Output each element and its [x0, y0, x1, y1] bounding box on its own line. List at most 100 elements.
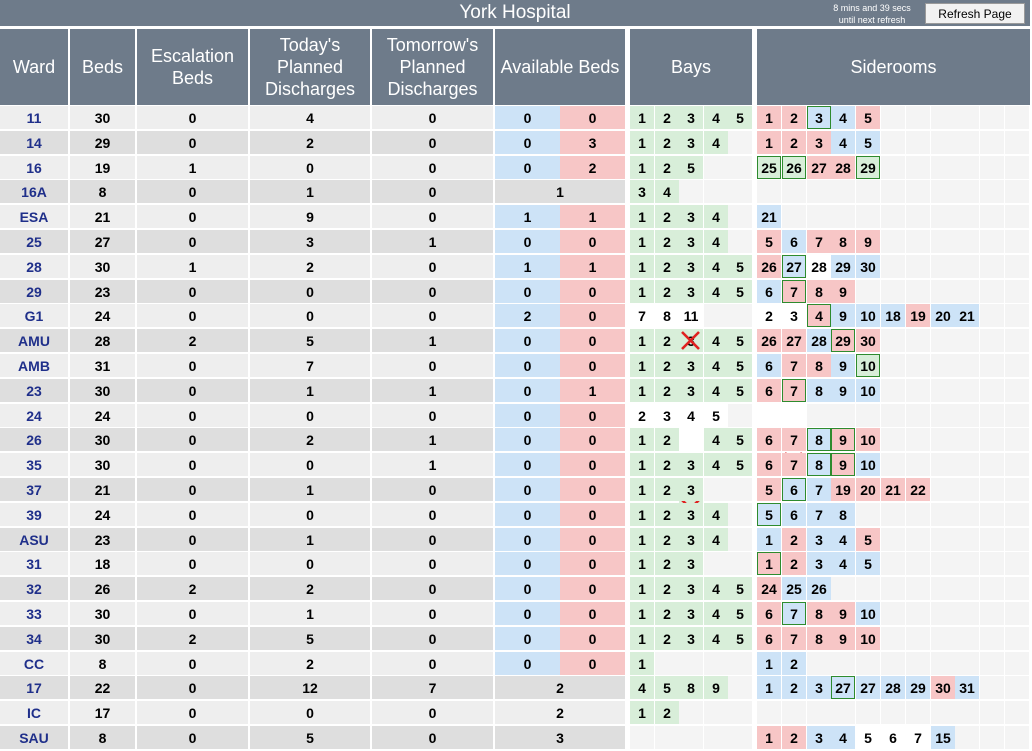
ward-cell[interactable]: ASU	[0, 528, 68, 551]
bay-slot[interactable]: 5	[728, 453, 752, 476]
ward-cell[interactable]: 25	[0, 230, 68, 253]
bay-slot[interactable]: 1	[630, 627, 654, 650]
sideroom-slot[interactable]: 8	[831, 503, 855, 526]
ward-cell[interactable]: 39	[0, 503, 68, 526]
bay-slot[interactable]: 4	[704, 329, 728, 352]
sideroom-slot[interactable]: 10	[856, 627, 880, 650]
bay-slot[interactable]: 5	[728, 428, 752, 451]
sideroom-slot[interactable]: 5	[856, 528, 880, 551]
bay-slot[interactable]: 2	[655, 503, 679, 526]
bay-slot[interactable]: 1	[630, 428, 654, 451]
sideroom-slot[interactable]: 7	[782, 428, 806, 451]
sideroom-slot[interactable]: 8	[807, 354, 831, 377]
sideroom-slot[interactable]: 1	[757, 528, 781, 551]
sideroom-slot[interactable]: 7	[782, 280, 806, 303]
bay-slot[interactable]: 1	[630, 354, 654, 377]
sideroom-slot[interactable]: 3	[807, 131, 831, 154]
bay-slot[interactable]: 1	[630, 602, 654, 625]
sideroom-slot[interactable]: 7	[906, 726, 930, 749]
sideroom-slot[interactable]: 2	[782, 726, 806, 749]
sideroom-slot[interactable]: 25	[782, 577, 806, 600]
bay-slot[interactable]: 3	[679, 602, 703, 625]
sideroom-slot[interactable]: 5	[856, 131, 880, 154]
sideroom-slot[interactable]: 9	[831, 304, 855, 327]
bay-slot[interactable]: 1	[630, 701, 654, 724]
bay-slot[interactable]: 2	[655, 428, 679, 451]
sideroom-slot[interactable]: 4	[831, 726, 855, 749]
bay-slot[interactable]: 1	[630, 528, 654, 551]
sideroom-slot[interactable]: 28	[831, 156, 855, 179]
sideroom-slot[interactable]: 26	[807, 577, 831, 600]
sideroom-slot[interactable]: 9	[831, 453, 855, 476]
refresh-page-button[interactable]: Refresh Page	[925, 3, 1025, 24]
sideroom-slot[interactable]: 4	[807, 304, 831, 327]
sideroom-slot[interactable]: 3	[807, 676, 831, 699]
sideroom-slot[interactable]: 10	[856, 602, 880, 625]
bay-slot[interactable]: 5	[728, 577, 752, 600]
bay-slot[interactable]: 3	[679, 354, 703, 377]
bay-slot[interactable]: 2	[655, 602, 679, 625]
sideroom-slot[interactable]: 6	[757, 627, 781, 650]
sideroom-slot[interactable]: 27	[856, 676, 880, 699]
sideroom-slot[interactable]: 6	[782, 503, 806, 526]
sideroom-slot[interactable]: 22	[906, 478, 930, 501]
bay-slot[interactable]: 3	[679, 478, 703, 501]
bay-slot[interactable]: 4	[704, 255, 728, 278]
sideroom-slot[interactable]: 4	[831, 552, 855, 575]
bay-slot[interactable]: 4	[630, 676, 654, 699]
sideroom-slot[interactable]: 2	[782, 131, 806, 154]
sideroom-slot[interactable]: 8	[807, 280, 831, 303]
sideroom-slot[interactable]: 8	[807, 453, 831, 476]
sideroom-slot[interactable]: 1	[757, 726, 781, 749]
bay-slot[interactable]: 4	[704, 577, 728, 600]
sideroom-slot[interactable]: 7	[782, 379, 806, 402]
sideroom-slot[interactable]: 4	[831, 106, 855, 129]
sideroom-slot[interactable]: 8	[831, 230, 855, 253]
sideroom-slot[interactable]: 8	[807, 627, 831, 650]
ward-cell[interactable]: 32	[0, 577, 68, 600]
sideroom-slot[interactable]: 2	[782, 106, 806, 129]
sideroom-slot[interactable]: 2	[782, 552, 806, 575]
bay-slot[interactable]: 5	[728, 354, 752, 377]
sideroom-slot[interactable]: 6	[782, 478, 806, 501]
ward-cell[interactable]: 17	[0, 676, 68, 699]
bay-slot[interactable]: 2	[655, 230, 679, 253]
ward-cell[interactable]: 11	[0, 106, 68, 129]
bay-slot[interactable]: 8	[655, 304, 679, 327]
bay-slot[interactable]: 4	[704, 106, 728, 129]
bay-slot[interactable]: 1	[630, 106, 654, 129]
bay-slot[interactable]: 1	[630, 255, 654, 278]
sideroom-slot[interactable]: 20	[856, 478, 880, 501]
bay-slot[interactable]: 1	[630, 329, 654, 352]
bay-slot[interactable]: 1	[630, 552, 654, 575]
bay-slot[interactable]: 2	[655, 156, 679, 179]
ward-cell[interactable]: ESA	[0, 205, 68, 228]
bay-slot[interactable]: 8	[679, 676, 703, 699]
sideroom-slot[interactable]: 27	[831, 676, 855, 699]
bay-slot[interactable]: 2	[655, 131, 679, 154]
bay-slot[interactable]: 4	[704, 627, 728, 650]
ward-cell[interactable]: 29	[0, 280, 68, 303]
sideroom-slot[interactable]: 10	[856, 453, 880, 476]
bay-slot[interactable]: 4	[655, 180, 679, 203]
bay-slot[interactable]: 5	[728, 106, 752, 129]
bay-slot[interactable]: 4	[704, 205, 728, 228]
sideroom-slot[interactable]: 26	[782, 156, 806, 179]
sideroom-slot[interactable]: 21	[955, 304, 979, 327]
sideroom-slot[interactable]: 28	[807, 255, 831, 278]
bay-slot[interactable]: 2	[655, 453, 679, 476]
bay-slot[interactable]: 2	[655, 280, 679, 303]
sideroom-slot[interactable]: 21	[881, 478, 905, 501]
sideroom-slot[interactable]: 9	[831, 354, 855, 377]
bay-slot[interactable]: 5	[728, 255, 752, 278]
bay-slot[interactable]: 2	[655, 106, 679, 129]
sideroom-slot[interactable]: 7	[807, 503, 831, 526]
bay-slot[interactable]: 5	[655, 676, 679, 699]
bay-slot[interactable]: 1	[630, 131, 654, 154]
sideroom-slot[interactable]: 6	[782, 230, 806, 253]
bay-slot[interactable]: 5	[728, 280, 752, 303]
sideroom-slot[interactable]: 8	[807, 379, 831, 402]
sideroom-slot[interactable]: 27	[782, 255, 806, 278]
bay-slot[interactable]: 1	[630, 280, 654, 303]
sideroom-slot[interactable]: 24	[757, 577, 781, 600]
